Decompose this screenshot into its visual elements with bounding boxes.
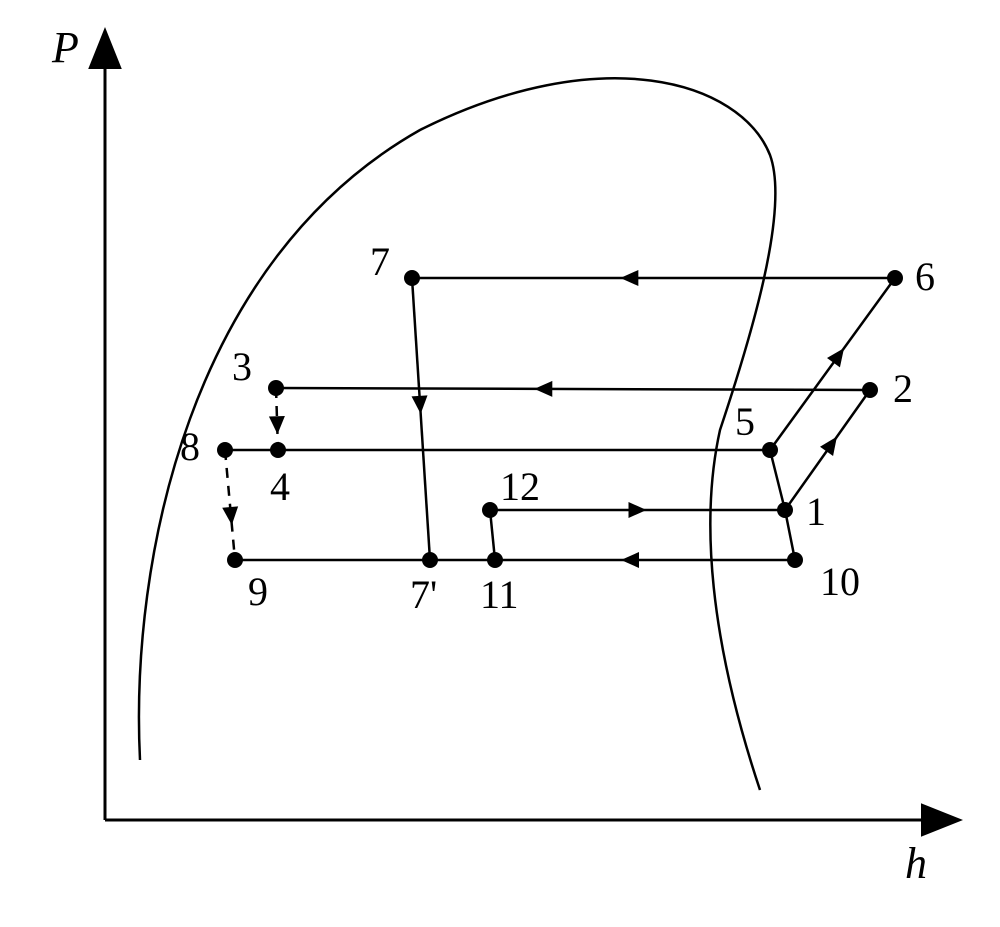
- point-3: [268, 380, 284, 396]
- label-5: 5: [735, 399, 755, 444]
- label-3: 3: [232, 344, 252, 389]
- point-4: [270, 442, 286, 458]
- edge-2-3: [276, 388, 870, 390]
- state-points: [217, 270, 903, 568]
- label-8: 8: [180, 424, 200, 469]
- point-5: [762, 442, 778, 458]
- arrow-7-7p: [412, 395, 428, 413]
- point-7: [404, 270, 420, 286]
- label-11: 11: [480, 572, 519, 617]
- edge-8-9: [225, 450, 235, 560]
- label-6: 6: [915, 254, 935, 299]
- point-8: [217, 442, 233, 458]
- point-1: [777, 502, 793, 518]
- point-6: [887, 270, 903, 286]
- y-axis-label: P: [51, 23, 79, 72]
- label-4: 4: [270, 464, 290, 509]
- arrow-6-7: [620, 270, 638, 286]
- edge-5-6: [770, 278, 895, 450]
- point-10: [787, 552, 803, 568]
- arrow-10-11: [621, 552, 639, 568]
- process-lines: [225, 278, 895, 560]
- arrow-1-2: [820, 437, 837, 456]
- point-7p: [422, 552, 438, 568]
- label-7p: 7': [410, 572, 437, 617]
- ph-diagram: P h 1234567891011127': [0, 0, 1000, 927]
- label-2: 2: [893, 366, 913, 411]
- point-11: [487, 552, 503, 568]
- point-2: [862, 382, 878, 398]
- edge-1-5: [770, 450, 785, 510]
- label-1: 1: [806, 489, 826, 534]
- x-axis-label: h: [905, 839, 927, 888]
- point-9: [227, 552, 243, 568]
- label-12: 12: [500, 464, 540, 509]
- arrow-12-1: [629, 502, 647, 518]
- edge-7-7p: [412, 278, 430, 560]
- label-10: 10: [820, 559, 860, 604]
- point-12: [482, 502, 498, 518]
- label-9: 9: [248, 569, 268, 614]
- arrow-8-9: [222, 506, 238, 525]
- saturation-dome: [139, 78, 775, 790]
- arrow-2-3: [534, 381, 552, 397]
- arrow-5-6: [827, 348, 844, 367]
- label-7: 7: [370, 239, 390, 284]
- arrow-3-4: [269, 416, 285, 434]
